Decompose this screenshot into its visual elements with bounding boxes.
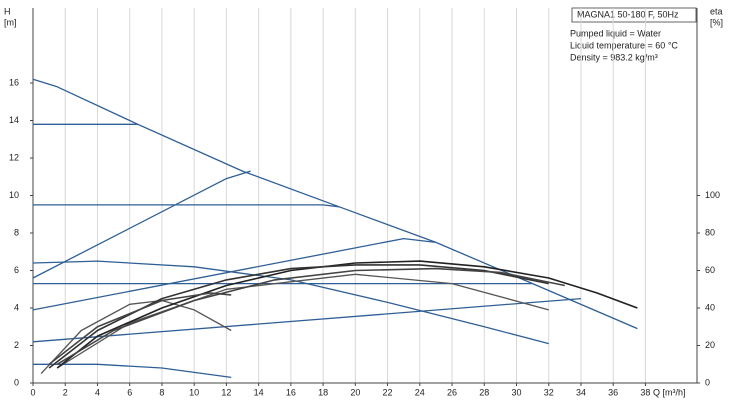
y-axis-label: H	[4, 6, 11, 16]
x-tick-label: 24	[415, 387, 425, 397]
x-tick-label: 20	[350, 387, 360, 397]
y2-axis-label: [%]	[710, 17, 723, 27]
annotation: Pumped liquid = Water	[570, 28, 661, 38]
curve	[56, 273, 549, 369]
curve	[32, 260, 549, 345]
y2-tick-label: 0	[705, 377, 710, 387]
x-tick-label: 2	[63, 387, 68, 397]
curve	[56, 260, 638, 369]
curve	[32, 237, 436, 311]
y-axis-label: [m]	[4, 17, 17, 27]
curve	[56, 267, 565, 365]
y-tick-label: 10	[9, 190, 19, 200]
curve	[32, 170, 251, 279]
x-tick-label: 26	[447, 387, 457, 397]
x-tick-label: 14	[254, 387, 264, 397]
x-tick-label: 22	[383, 387, 393, 397]
x-axis-label: Q [m³/h]	[653, 387, 686, 397]
y-tick-label: 2	[14, 340, 19, 350]
x-tick-label: 30	[511, 387, 521, 397]
x-tick-label: 36	[608, 387, 618, 397]
x-tick-label: 32	[544, 387, 554, 397]
y2-tick-label: 80	[705, 227, 715, 237]
y-tick-label: 0	[14, 377, 19, 387]
y-tick-label: 8	[14, 227, 19, 237]
x-tick-label: 28	[479, 387, 489, 397]
y2-tick-label: 100	[705, 190, 720, 200]
x-tick-label: 6	[127, 387, 132, 397]
curve	[40, 299, 232, 375]
x-tick-label: 38	[640, 387, 650, 397]
x-tick-label: 0	[30, 387, 35, 397]
x-tick-label: 18	[318, 387, 328, 397]
curve	[48, 292, 232, 365]
y-tick-label: 4	[14, 302, 19, 312]
y-tick-label: 12	[9, 152, 19, 162]
x-tick-label: 16	[286, 387, 296, 397]
curve	[33, 204, 340, 208]
x-tick-label: 10	[189, 387, 199, 397]
x-tick-label: 34	[576, 387, 586, 397]
y2-tick-label: 60	[705, 265, 715, 275]
y-tick-label: 14	[9, 115, 19, 125]
curve	[48, 264, 549, 369]
y-tick-label: 6	[14, 265, 19, 275]
y2-tick-label: 40	[705, 302, 715, 312]
y-tick-label: 16	[9, 77, 19, 87]
y2-tick-label: 20	[705, 340, 715, 350]
annotation: Liquid temperature = 60 °C	[570, 40, 678, 50]
curve	[32, 297, 582, 343]
x-tick-label: 12	[221, 387, 231, 397]
annotation: Density = 983.2 kg/m³	[570, 52, 658, 62]
curve	[33, 363, 232, 379]
title-box	[571, 7, 697, 23]
y2-axis-label: eta	[710, 6, 723, 16]
x-tick-label: 4	[95, 387, 100, 397]
x-tick-label: 8	[159, 387, 164, 397]
chart-title: MAGNA1 50-180 F, 50Hz	[577, 9, 679, 19]
